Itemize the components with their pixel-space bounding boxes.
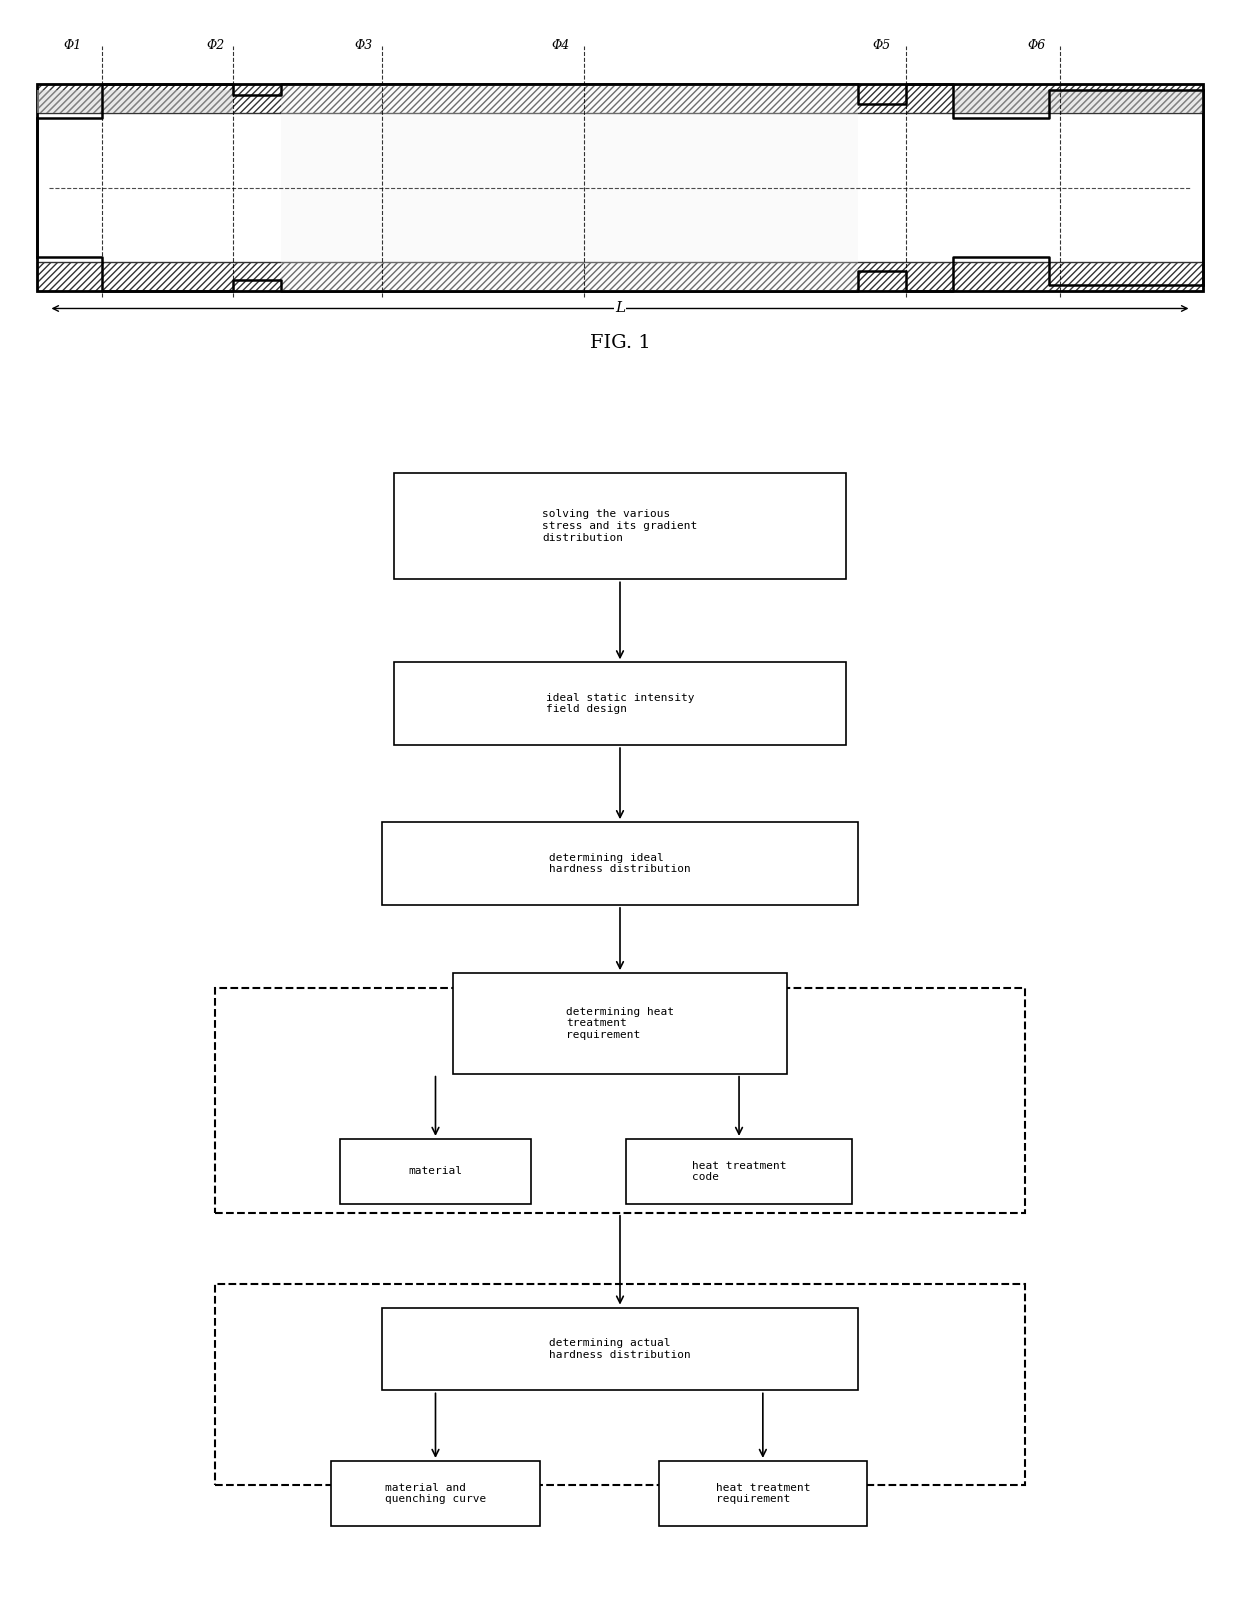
FancyBboxPatch shape <box>658 1461 867 1526</box>
Text: Φ2: Φ2 <box>206 38 224 53</box>
Text: material: material <box>408 1166 463 1176</box>
Text: heat treatment
code: heat treatment code <box>692 1160 786 1182</box>
FancyBboxPatch shape <box>331 1461 539 1526</box>
Bar <box>1049 90 1203 112</box>
Text: Φ6: Φ6 <box>1028 38 1045 53</box>
Text: ideal static intensity
field design: ideal static intensity field design <box>546 693 694 715</box>
FancyBboxPatch shape <box>280 83 858 291</box>
Text: Φ1: Φ1 <box>63 38 82 53</box>
Text: material and
quenching curve: material and quenching curve <box>384 1483 486 1504</box>
FancyBboxPatch shape <box>394 662 846 746</box>
Bar <box>102 90 233 112</box>
FancyBboxPatch shape <box>340 1139 531 1203</box>
Text: L: L <box>615 301 625 315</box>
Text: Φ3: Φ3 <box>355 38 373 53</box>
Text: FIG. 1: FIG. 1 <box>590 334 650 352</box>
Bar <box>37 90 102 112</box>
FancyBboxPatch shape <box>626 1139 852 1203</box>
Bar <box>37 83 1203 112</box>
Text: determining ideal
hardness distribution: determining ideal hardness distribution <box>549 853 691 874</box>
Text: determining actual
hardness distribution: determining actual hardness distribution <box>549 1338 691 1360</box>
FancyBboxPatch shape <box>394 474 846 579</box>
Bar <box>37 262 1203 291</box>
Bar <box>954 90 1049 112</box>
FancyBboxPatch shape <box>382 822 858 906</box>
FancyBboxPatch shape <box>454 973 786 1074</box>
FancyBboxPatch shape <box>382 1307 858 1390</box>
Text: Φ5: Φ5 <box>873 38 892 53</box>
Text: solving the various
stress and its gradient
distribution: solving the various stress and its gradi… <box>542 509 698 542</box>
Text: determining heat
treatment
requirement: determining heat treatment requirement <box>565 1006 675 1040</box>
Text: heat treatment
requirement: heat treatment requirement <box>715 1483 810 1504</box>
Text: Φ4: Φ4 <box>552 38 569 53</box>
Bar <box>37 83 1203 291</box>
